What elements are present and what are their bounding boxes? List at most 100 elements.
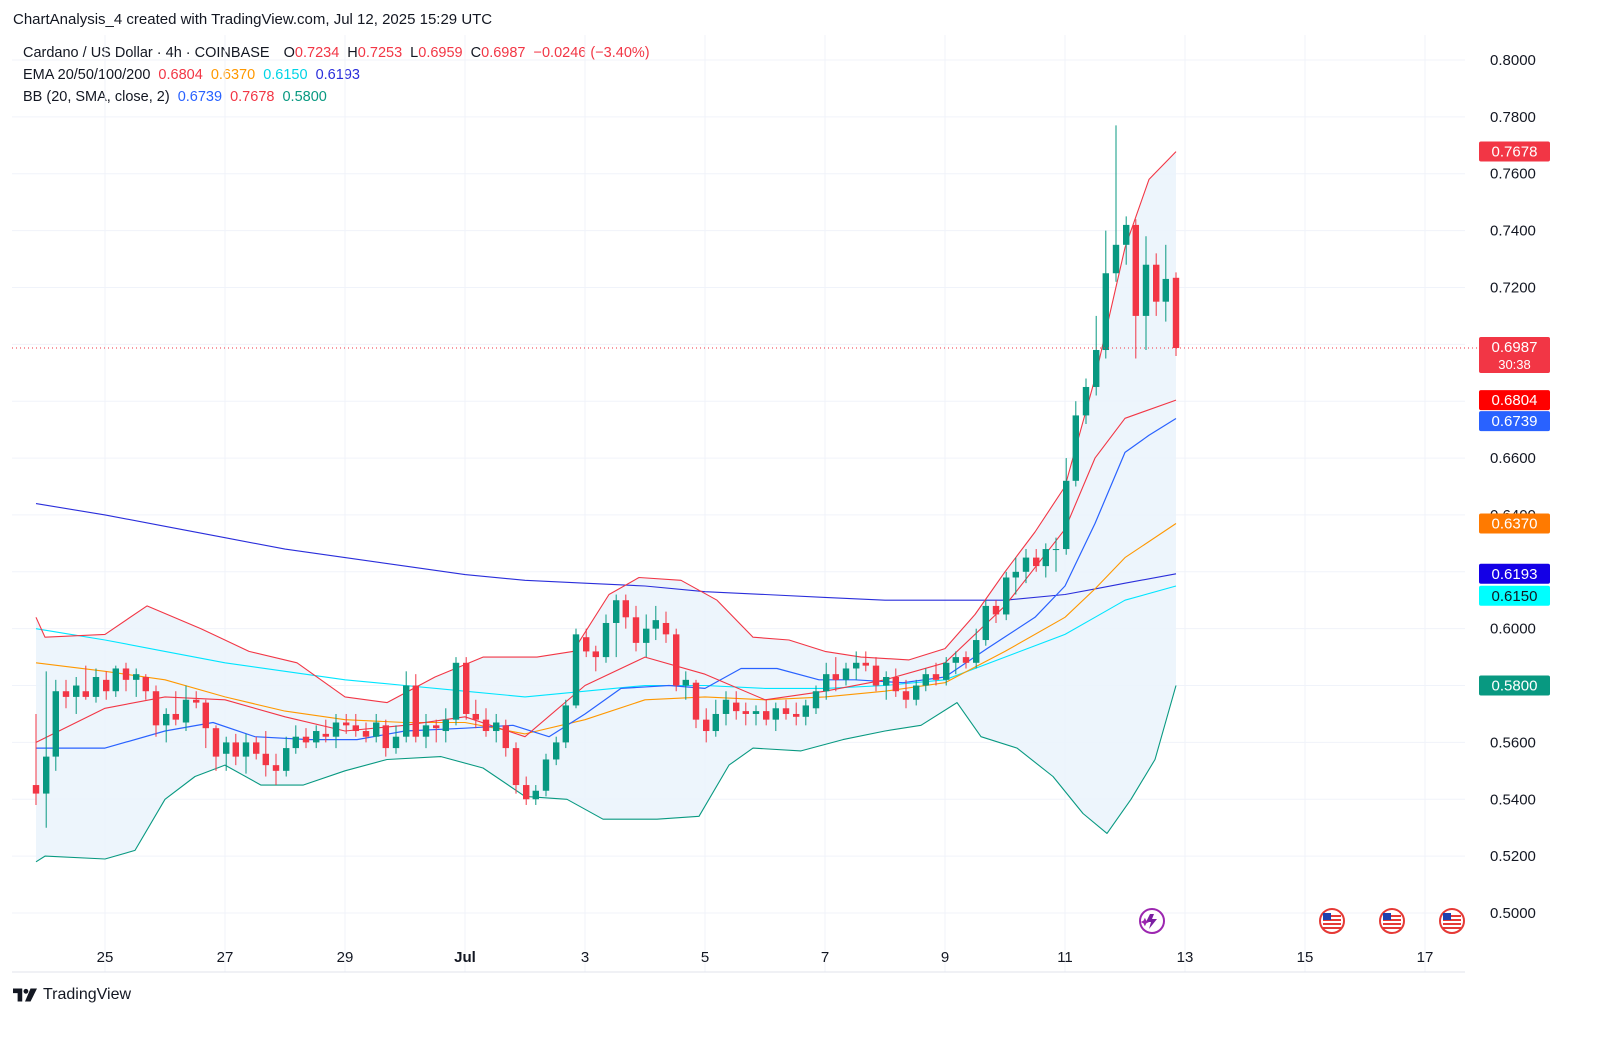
candle[interactable] — [112, 665, 119, 697]
candle[interactable] — [652, 605, 659, 641]
candle[interactable] — [433, 719, 440, 743]
candle[interactable] — [142, 674, 149, 700]
candle[interactable] — [452, 657, 460, 726]
candle[interactable] — [592, 645, 599, 672]
candle[interactable] — [952, 651, 959, 675]
candle[interactable] — [32, 713, 40, 805]
candle[interactable] — [332, 713, 340, 749]
candle[interactable] — [1102, 230, 1109, 359]
candle[interactable] — [1123, 216, 1130, 265]
candle[interactable] — [613, 594, 620, 658]
candle[interactable] — [482, 708, 490, 737]
candle[interactable] — [292, 725, 299, 754]
candle[interactable] — [193, 691, 200, 709]
candle[interactable] — [493, 713, 500, 743]
price-axis[interactable]: 0.80000.78000.76000.74000.72000.66000.64… — [1490, 52, 1536, 922]
us-flag-event-icon[interactable] — [1319, 908, 1345, 934]
candle[interactable] — [982, 600, 989, 646]
candle[interactable] — [1162, 244, 1169, 322]
candle[interactable] — [643, 614, 650, 658]
candle[interactable] — [182, 685, 190, 732]
legend-ema-label[interactable]: EMA 20/50/100/200 — [23, 67, 151, 83]
candle[interactable] — [172, 691, 179, 726]
candle[interactable] — [163, 708, 170, 743]
candle[interactable] — [223, 736, 230, 771]
candle[interactable] — [1082, 378, 1090, 424]
candle[interactable] — [562, 699, 569, 749]
candles[interactable] — [32, 125, 1180, 828]
candle[interactable] — [902, 679, 910, 709]
us-flag-event-icon[interactable] — [1439, 908, 1465, 934]
candle[interactable] — [283, 736, 290, 777]
candle[interactable] — [922, 668, 929, 692]
candle[interactable] — [1033, 549, 1040, 572]
candle[interactable] — [1072, 401, 1079, 487]
candle[interactable] — [232, 733, 239, 766]
candle[interactable] — [682, 671, 689, 700]
candle[interactable] — [82, 665, 89, 700]
candle[interactable] — [1052, 537, 1060, 572]
candle[interactable] — [872, 657, 880, 692]
candle[interactable] — [862, 651, 869, 672]
candle[interactable] — [542, 753, 550, 797]
candle[interactable] — [943, 657, 950, 686]
candle[interactable] — [322, 719, 329, 743]
tradingview-logo[interactable]: TradingView — [13, 986, 131, 1004]
candle[interactable] — [1042, 543, 1049, 578]
candle[interactable] — [913, 679, 920, 706]
candle[interactable] — [712, 699, 719, 737]
candle[interactable] — [1012, 557, 1019, 595]
candle[interactable] — [742, 702, 749, 726]
candle[interactable] — [352, 713, 359, 737]
candle[interactable] — [62, 679, 70, 709]
candle[interactable] — [752, 705, 760, 726]
candle[interactable] — [622, 594, 629, 629]
candle[interactable] — [992, 600, 1000, 623]
candle[interactable] — [103, 671, 110, 700]
candle[interactable] — [692, 679, 700, 729]
candle[interactable] — [242, 733, 250, 774]
candle[interactable] — [202, 699, 209, 749]
candle[interactable] — [343, 713, 350, 734]
candle[interactable] — [1172, 272, 1180, 356]
candle[interactable] — [1022, 549, 1030, 584]
time-axis[interactable]: 25 27 29 Jul 3 5 7 9 11 13 15 17 — [97, 949, 1434, 966]
candle[interactable] — [472, 699, 479, 729]
candle[interactable] — [52, 679, 59, 771]
legend-symbol[interactable]: Cardano / US Dollar · 4h · COINBASE — [23, 45, 270, 61]
candle[interactable] — [1153, 253, 1160, 316]
candle[interactable] — [152, 685, 160, 737]
candle[interactable] — [403, 671, 410, 743]
candle[interactable] — [802, 699, 809, 726]
event-icons[interactable] — [1139, 908, 1465, 934]
candle[interactable] — [392, 725, 400, 754]
candle[interactable] — [772, 702, 779, 732]
candle[interactable] — [512, 742, 520, 794]
candle[interactable] — [442, 708, 449, 743]
candle[interactable] — [793, 702, 800, 726]
candle[interactable] — [1132, 219, 1139, 359]
candle[interactable] — [133, 668, 140, 697]
candle[interactable] — [532, 785, 539, 805]
legend-bb-label[interactable]: BB (20, SMA, close, 2) — [23, 89, 170, 105]
candle[interactable] — [673, 628, 680, 692]
candle[interactable] — [883, 671, 890, 700]
candle[interactable] — [572, 628, 580, 709]
candle[interactable] — [313, 725, 320, 749]
candle[interactable] — [632, 605, 640, 652]
candle[interactable] — [73, 677, 80, 714]
candle[interactable] — [1142, 236, 1150, 351]
candle[interactable] — [602, 614, 610, 663]
candle[interactable] — [812, 685, 820, 714]
candle[interactable] — [662, 611, 670, 643]
candle[interactable] — [703, 708, 710, 743]
candle[interactable] — [373, 713, 380, 743]
candle[interactable] — [892, 668, 899, 697]
candle[interactable] — [832, 657, 839, 692]
candle[interactable] — [553, 736, 560, 766]
ai-sparkle-icon[interactable] — [1139, 908, 1165, 934]
candle[interactable] — [92, 668, 100, 703]
candle[interactable] — [763, 699, 770, 726]
candle[interactable] — [122, 662, 130, 692]
candle[interactable] — [502, 719, 509, 757]
